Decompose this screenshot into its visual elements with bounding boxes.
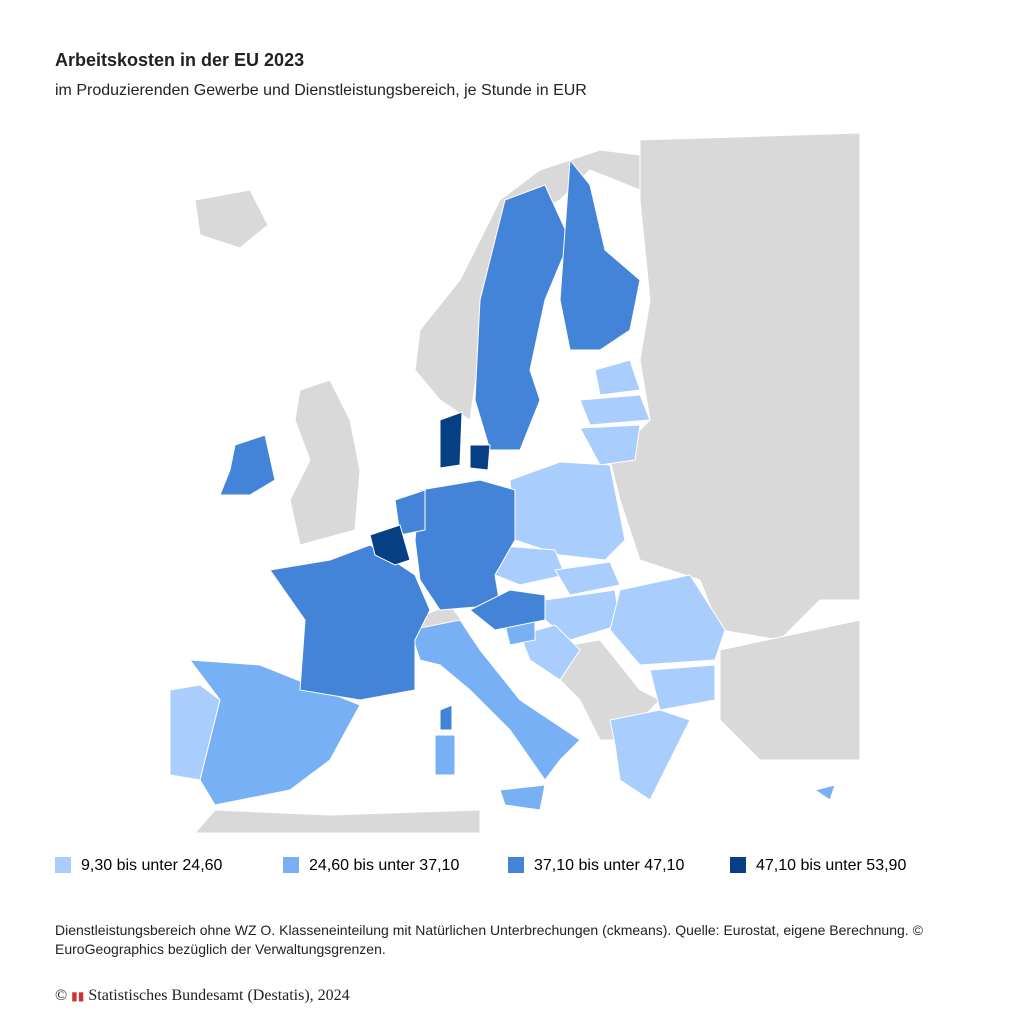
legend-label: 37,10 bis unter 47,10 (534, 857, 684, 874)
legend-swatch (283, 857, 299, 873)
country (414, 479, 516, 611)
country (609, 574, 726, 666)
country (409, 619, 581, 781)
country (474, 184, 571, 451)
copyright-text: Statistisches Bundesamt (Destatis), 2024 (88, 987, 350, 1004)
copyright: © ▮▮ Statistisches Bundesamt (Destatis),… (55, 987, 350, 1004)
subtitle: im Produzierenden Gewerbe und Dienstleis… (55, 82, 587, 99)
legend-label: 24,60 bis unter 37,10 (309, 857, 459, 874)
country (579, 394, 651, 426)
country (579, 424, 641, 466)
legend-swatch (508, 857, 524, 873)
legend-swatch (730, 857, 746, 873)
country (554, 561, 621, 596)
country (469, 444, 491, 471)
country (188, 659, 361, 806)
country (559, 158, 641, 351)
country (369, 524, 411, 566)
country (434, 734, 456, 776)
country (594, 359, 641, 396)
country (499, 784, 546, 811)
footnote: Dienstleistungsbereich ohne WZ O. Klasse… (55, 922, 923, 957)
legend: 9,30 bis unter 24,60 24,60 bis unter 37,1… (55, 857, 906, 874)
title: Arbeitskosten in der EU 2023 (55, 50, 305, 70)
country (394, 489, 426, 536)
country (509, 461, 626, 561)
legend-label: 47,10 bis unter 53,90 (756, 857, 906, 874)
country (439, 704, 453, 731)
country (469, 589, 546, 631)
country (219, 434, 276, 496)
non-eu-land (193, 132, 861, 834)
country (649, 664, 716, 711)
eu-countries (169, 158, 836, 811)
logo: ▮▮ (71, 989, 85, 1003)
country (813, 784, 836, 801)
legend-label: 9,30 bis unter 24,60 (81, 857, 223, 874)
country (439, 411, 463, 469)
legend-swatch (55, 857, 71, 873)
country (609, 709, 691, 801)
country (269, 544, 431, 701)
